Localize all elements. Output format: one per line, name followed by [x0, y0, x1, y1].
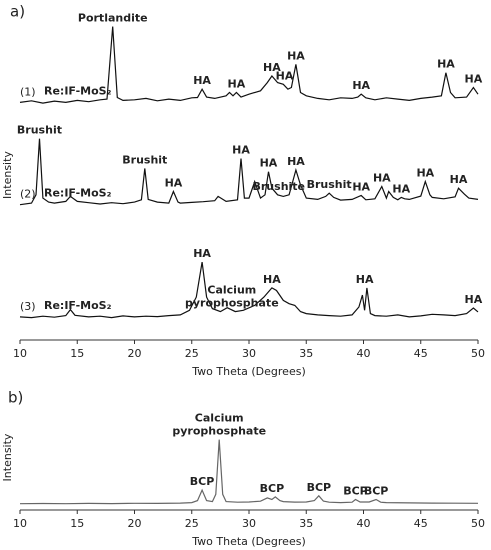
peak-label-line: Calcium — [195, 412, 244, 425]
peak-label-line: pyrophosphate — [172, 425, 266, 438]
x-tick-label: 50 — [471, 517, 485, 530]
x-tick-label: 45 — [414, 347, 428, 360]
peak-label-line: Calcium — [207, 284, 256, 297]
peak-label: HA — [465, 73, 483, 86]
trace-number: (2) — [20, 188, 36, 201]
peak-label: Brushite — [253, 180, 306, 193]
x-tick-label: 20 — [128, 517, 142, 530]
peak-label: HA — [263, 273, 281, 286]
peak-label: HA — [193, 247, 211, 260]
peak-label: Calcium pyrophosphate — [185, 284, 279, 310]
peak-label: HA — [260, 157, 278, 170]
peak-label: HA — [276, 69, 294, 82]
x-tick-label: 30 — [242, 517, 256, 530]
peak-label: BCP — [307, 481, 332, 494]
trace — [19, 138, 479, 206]
trace-name: Re:IF-MoS₂ — [44, 187, 112, 200]
peak-label: Brushit — [307, 178, 352, 191]
x-tick-label: 20 — [128, 347, 142, 360]
peak-label: Brushit — [17, 124, 62, 137]
peak-label: HA — [416, 167, 434, 180]
panel-label: a) — [10, 3, 25, 21]
x-tick-label: 40 — [357, 347, 371, 360]
peak-label: HA — [193, 74, 211, 87]
peak-label: Calcium pyrophosphate — [172, 412, 266, 438]
x-axis-title: Two Theta (Degrees) — [191, 535, 305, 548]
x-tick-label: 35 — [299, 517, 313, 530]
trace-name: Re:IF-MoS₂ — [44, 299, 112, 312]
peak-label: HA — [356, 273, 374, 286]
x-tick-label: 40 — [357, 517, 371, 530]
peak-label: BCP — [343, 485, 368, 498]
x-tick-label: 25 — [185, 347, 199, 360]
x-tick-label: 25 — [185, 517, 199, 530]
peak-label: HA — [287, 49, 305, 62]
trace-number: (1) — [20, 85, 36, 98]
peak-label: BCP — [364, 485, 389, 498]
peak-label: HA — [165, 177, 183, 190]
x-tick-label: 15 — [70, 517, 84, 530]
peak-label: BCP — [260, 482, 285, 495]
x-tick-label: 35 — [299, 347, 313, 360]
peak-label: HA — [287, 155, 305, 168]
peak-label: Brushit — [122, 153, 167, 166]
x-tick-label: 10 — [13, 347, 27, 360]
peak-label: HA — [228, 78, 246, 91]
peak-label: HA — [373, 172, 391, 185]
trace-number: (3) — [20, 300, 36, 313]
trace — [19, 439, 479, 505]
x-tick-label: 10 — [13, 517, 27, 530]
trace — [19, 262, 479, 319]
peak-label: HA — [450, 173, 468, 186]
peak-label: HA — [263, 61, 281, 74]
x-tick-label: 30 — [242, 347, 256, 360]
x-tick-label: 50 — [471, 347, 485, 360]
y-axis-title: Intensity — [1, 433, 14, 481]
peak-label: BCP — [190, 475, 215, 488]
trace — [19, 26, 479, 104]
peak-label: HA — [437, 58, 455, 71]
y-axis-title: Intensity — [1, 151, 14, 199]
peak-label: HA — [352, 79, 370, 92]
x-tick-label: 45 — [414, 517, 428, 530]
peak-label: HA — [352, 180, 370, 193]
peak-label: HA — [232, 144, 250, 157]
panel-label: b) — [8, 389, 23, 407]
x-axis-title: Two Theta (Degrees) — [191, 365, 305, 378]
trace-name: Re:IF-MoS₂ — [44, 84, 112, 97]
peak-label: HA — [392, 182, 410, 195]
x-tick-label: 15 — [70, 347, 84, 360]
peak-label: HA — [465, 293, 483, 306]
peak-label-line: pyrophosphate — [185, 297, 279, 310]
peak-label: Portlandite — [78, 12, 148, 25]
